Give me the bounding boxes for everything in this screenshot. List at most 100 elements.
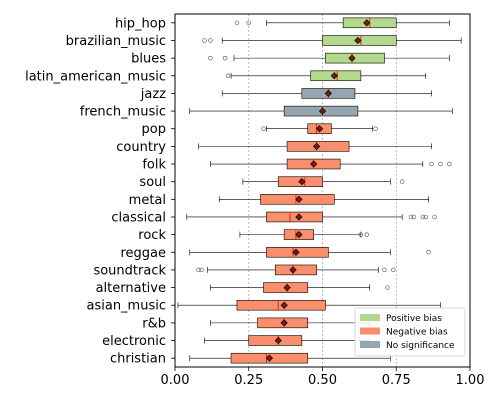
- mean-marker: [310, 160, 318, 168]
- category-label: brazilian_music: [66, 34, 166, 49]
- box-blues: [208, 52, 450, 64]
- outlier-point: [261, 126, 266, 131]
- box-alternative: [210, 282, 390, 293]
- category-label: christian: [110, 352, 166, 367]
- category-label: hip_hop: [115, 16, 166, 31]
- mean-marker: [280, 301, 288, 309]
- mean-marker: [289, 266, 297, 274]
- mean-marker: [295, 195, 303, 203]
- outlier-point: [391, 267, 396, 273]
- category-label: french_music: [80, 105, 166, 120]
- category-label: blues: [131, 52, 166, 67]
- category-label: metal: [129, 193, 166, 208]
- outlier-point: [447, 161, 452, 167]
- mean-marker: [348, 54, 356, 62]
- box-classical: [186, 211, 437, 223]
- reference-lines: [248, 14, 397, 367]
- category-label: asian_music: [87, 299, 167, 314]
- box-metal: [218, 194, 430, 205]
- box-brazilian-music: [202, 35, 462, 46]
- legend-label: Negative bias: [386, 328, 448, 338]
- mean-marker: [280, 319, 288, 327]
- category-label: r&b: [142, 316, 166, 331]
- mean-marker: [283, 283, 291, 292]
- outlier-point: [358, 232, 364, 237]
- legend-swatch: [360, 327, 380, 335]
- category-label: soundtrack: [93, 263, 166, 278]
- legend-label: Positive bias: [386, 314, 442, 324]
- category-label: latin_american_music: [25, 69, 166, 84]
- box-french-music: [189, 105, 453, 117]
- category-label: country: [116, 140, 166, 155]
- mean-marker: [295, 231, 303, 239]
- box-hip-hop: [234, 17, 450, 29]
- x-tick-label: 0.50: [308, 373, 337, 388]
- outlier-point: [438, 161, 443, 167]
- box-electronic: [204, 335, 371, 346]
- mean-marker: [274, 336, 282, 345]
- outlier-point: [408, 214, 414, 220]
- box-pop: [261, 123, 378, 134]
- legend-swatch: [360, 314, 380, 321]
- box-soul: [242, 176, 405, 187]
- category-label: rock: [138, 228, 166, 243]
- mean-marker: [318, 107, 327, 115]
- category-label: folk: [142, 158, 166, 173]
- box-series: [177, 17, 462, 364]
- category-label: soul: [139, 175, 166, 190]
- outlier-point: [234, 20, 240, 26]
- category-label: pop: [142, 122, 166, 137]
- box-christian: [189, 352, 391, 364]
- box-r-b: [210, 317, 371, 329]
- category-label: reggae: [120, 246, 166, 261]
- outlier-point: [225, 73, 231, 79]
- outlier-point: [399, 179, 405, 184]
- mean-marker: [354, 36, 362, 45]
- outlier-point: [429, 161, 434, 167]
- outlier-point: [208, 55, 213, 61]
- x-tick-label: 0.00: [161, 373, 190, 388]
- category-label: electronic: [102, 334, 166, 349]
- box-jazz: [221, 88, 432, 99]
- mean-marker: [292, 248, 300, 256]
- outlier-point: [202, 38, 207, 43]
- legend-frame: [354, 307, 466, 357]
- mean-marker: [315, 125, 324, 133]
- box-reggae: [189, 247, 431, 258]
- outlier-point: [246, 20, 252, 26]
- x-tick-label: 0.75: [382, 373, 411, 388]
- box-rock: [239, 229, 370, 240]
- outlier-point: [382, 267, 387, 273]
- category-label: classical: [111, 210, 166, 225]
- legend-swatch: [360, 341, 380, 348]
- outlier-point: [222, 55, 228, 61]
- mean-marker: [330, 72, 338, 80]
- legend: Positive bias Negative bias No significanc…: [354, 307, 466, 357]
- box-iqr: [266, 211, 323, 223]
- legend-label: No significance: [386, 341, 455, 351]
- outlier-point: [426, 250, 431, 255]
- mean-marker: [363, 19, 371, 27]
- mean-marker: [324, 89, 333, 98]
- box-soundtrack: [196, 264, 396, 276]
- mean-marker: [312, 142, 321, 150]
- outlier-point: [196, 267, 201, 273]
- x-tick-label: 0.25: [234, 373, 263, 388]
- outlier-point: [364, 232, 370, 237]
- box-asian-music: [177, 299, 441, 311]
- outlier-point: [208, 38, 213, 43]
- outlier-point: [411, 214, 417, 220]
- x-tick-label: 1.00: [456, 373, 485, 388]
- mean-marker: [298, 178, 306, 186]
- box-folk: [210, 158, 452, 170]
- value-axis: 0.00 0.25 0.50 0.75 1.00: [161, 367, 485, 388]
- outlier-point: [420, 214, 426, 220]
- mean-marker: [265, 354, 274, 362]
- outlier-point: [373, 126, 378, 131]
- box-country: [198, 141, 432, 152]
- outlier-point: [385, 285, 390, 290]
- category-label: alternative: [96, 281, 166, 296]
- category-label: jazz: [140, 87, 166, 102]
- mean-marker: [295, 213, 303, 221]
